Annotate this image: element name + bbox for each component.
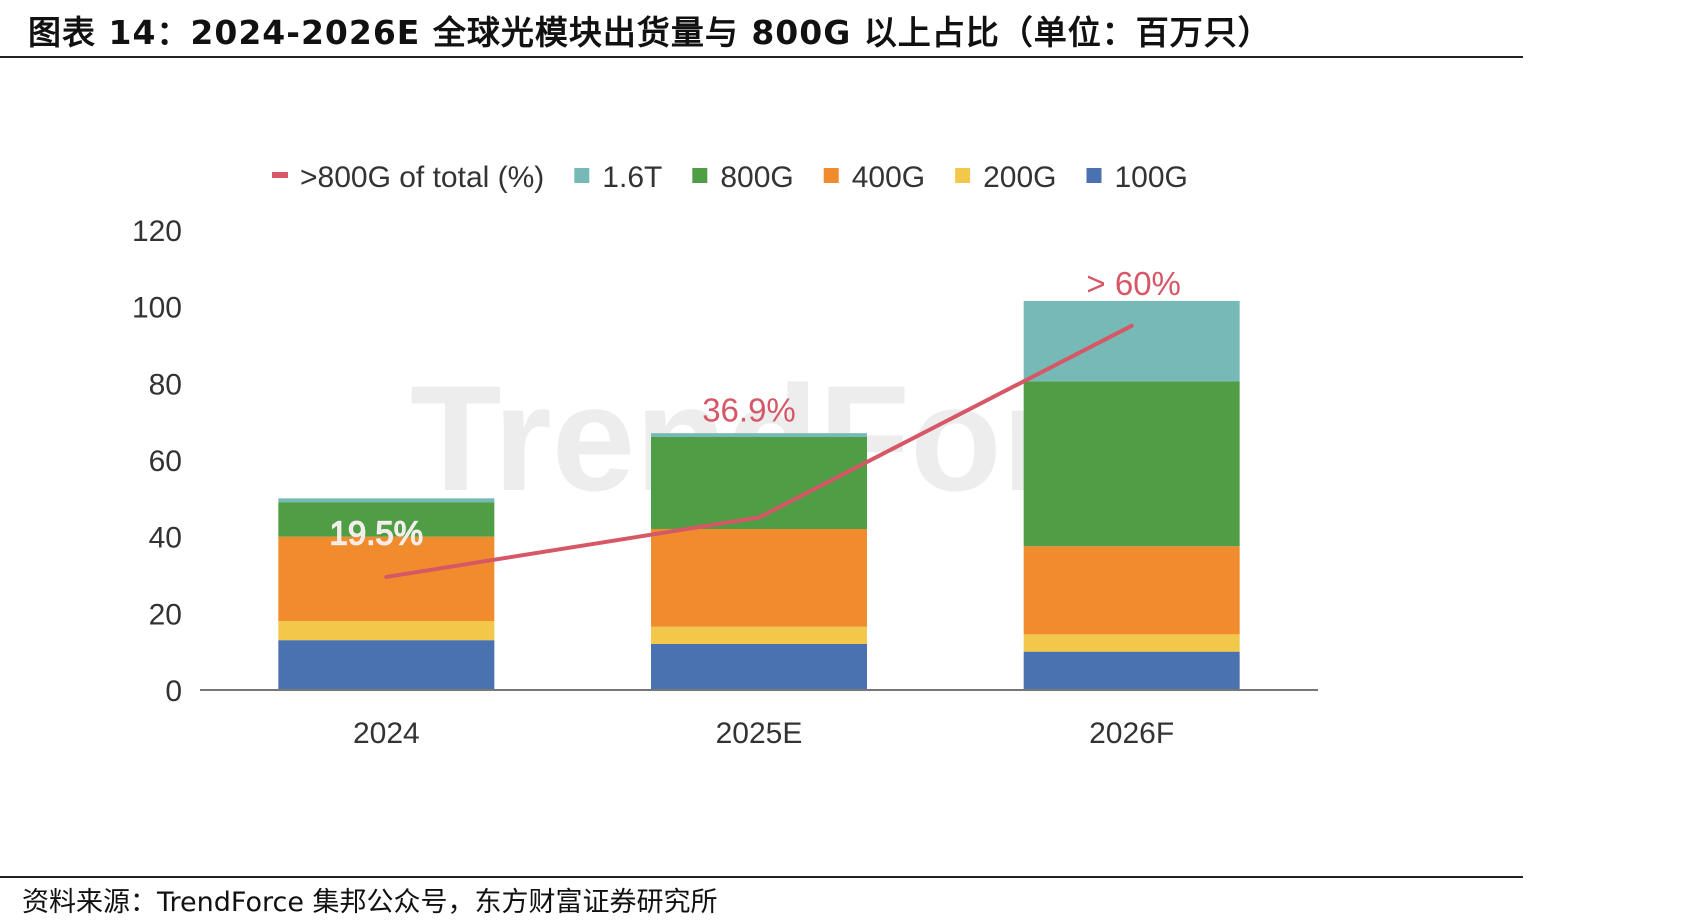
share-line: 19.5% 36.9% > 60% bbox=[329, 265, 1181, 579]
y-tick-label: 100 bbox=[132, 292, 182, 325]
source-note: 资料来源：TrendForce 集邦公众号，东方财富证券研究所 bbox=[22, 887, 718, 918]
bar-segment-200g bbox=[1023, 634, 1240, 652]
legend-swatch-400g bbox=[823, 168, 839, 183]
x-tick-label: 2026F bbox=[1089, 717, 1174, 750]
stacked-bar-chart: TrendForce >800G of total (%)1.6T800G400… bbox=[132, 161, 1318, 750]
bar-segment-100g bbox=[1023, 651, 1240, 690]
bars bbox=[278, 300, 1240, 690]
y-tick-label: 20 bbox=[149, 598, 182, 631]
x-tick-label: 2024 bbox=[353, 717, 420, 750]
legend-swatch-800g bbox=[692, 168, 708, 183]
y-tick-label: 80 bbox=[149, 368, 182, 401]
title-rule bbox=[0, 56, 1523, 58]
legend-label: >800G of total (%) bbox=[300, 161, 544, 194]
bar-segment-800g bbox=[1023, 381, 1240, 547]
x-axis: 2024 2025E 2026F bbox=[353, 717, 1174, 750]
legend-swatch-share bbox=[272, 172, 288, 178]
share-data-label: 36.9% bbox=[702, 392, 796, 429]
legend-swatch-200g bbox=[955, 168, 971, 183]
y-tick-label: 40 bbox=[149, 522, 182, 555]
bar-segment-400g bbox=[1023, 546, 1240, 635]
legend-swatch-1-6t bbox=[574, 168, 590, 183]
bar-segment-1-6t bbox=[278, 498, 495, 503]
bar-segment-800g bbox=[651, 437, 867, 529]
legend-label: 1.6T bbox=[602, 161, 662, 194]
bar-segment-1-6t bbox=[651, 433, 867, 437]
legend-label: 400G bbox=[852, 161, 925, 194]
bar-segment-100g bbox=[651, 644, 867, 690]
y-axis: 0 20 40 60 80 100 120 bbox=[132, 215, 182, 708]
y-tick-label: 120 bbox=[132, 215, 182, 248]
share-data-label: > 60% bbox=[1086, 265, 1181, 302]
bar-segment-200g bbox=[651, 626, 867, 644]
figure-title: 图表 14：2024-2026E 全球光模块出货量与 800G 以上占比（单位：… bbox=[28, 13, 1272, 52]
legend-label: 100G bbox=[1115, 161, 1188, 194]
legend-label: 200G bbox=[983, 161, 1056, 194]
share-data-label: 19.5% bbox=[330, 514, 424, 551]
y-tick-label: 60 bbox=[149, 445, 182, 478]
bar-segment-200g bbox=[278, 621, 495, 641]
y-tick-label: 0 bbox=[165, 675, 182, 708]
bar-segment-1-6t bbox=[1023, 300, 1240, 382]
share-line-path bbox=[384, 323, 1134, 579]
source-rule bbox=[0, 876, 1523, 878]
legend-swatch-100g bbox=[1086, 168, 1102, 183]
chart-legend: >800G of total (%) 1.6T 800G 400G 200G 100G bbox=[272, 161, 1188, 194]
bar-segment-100g bbox=[278, 640, 495, 690]
legend-label: 800G bbox=[720, 161, 793, 194]
bar-segment-400g bbox=[651, 529, 867, 627]
bar-segment-800g bbox=[278, 502, 495, 537]
x-tick-label: 2025E bbox=[716, 717, 803, 750]
